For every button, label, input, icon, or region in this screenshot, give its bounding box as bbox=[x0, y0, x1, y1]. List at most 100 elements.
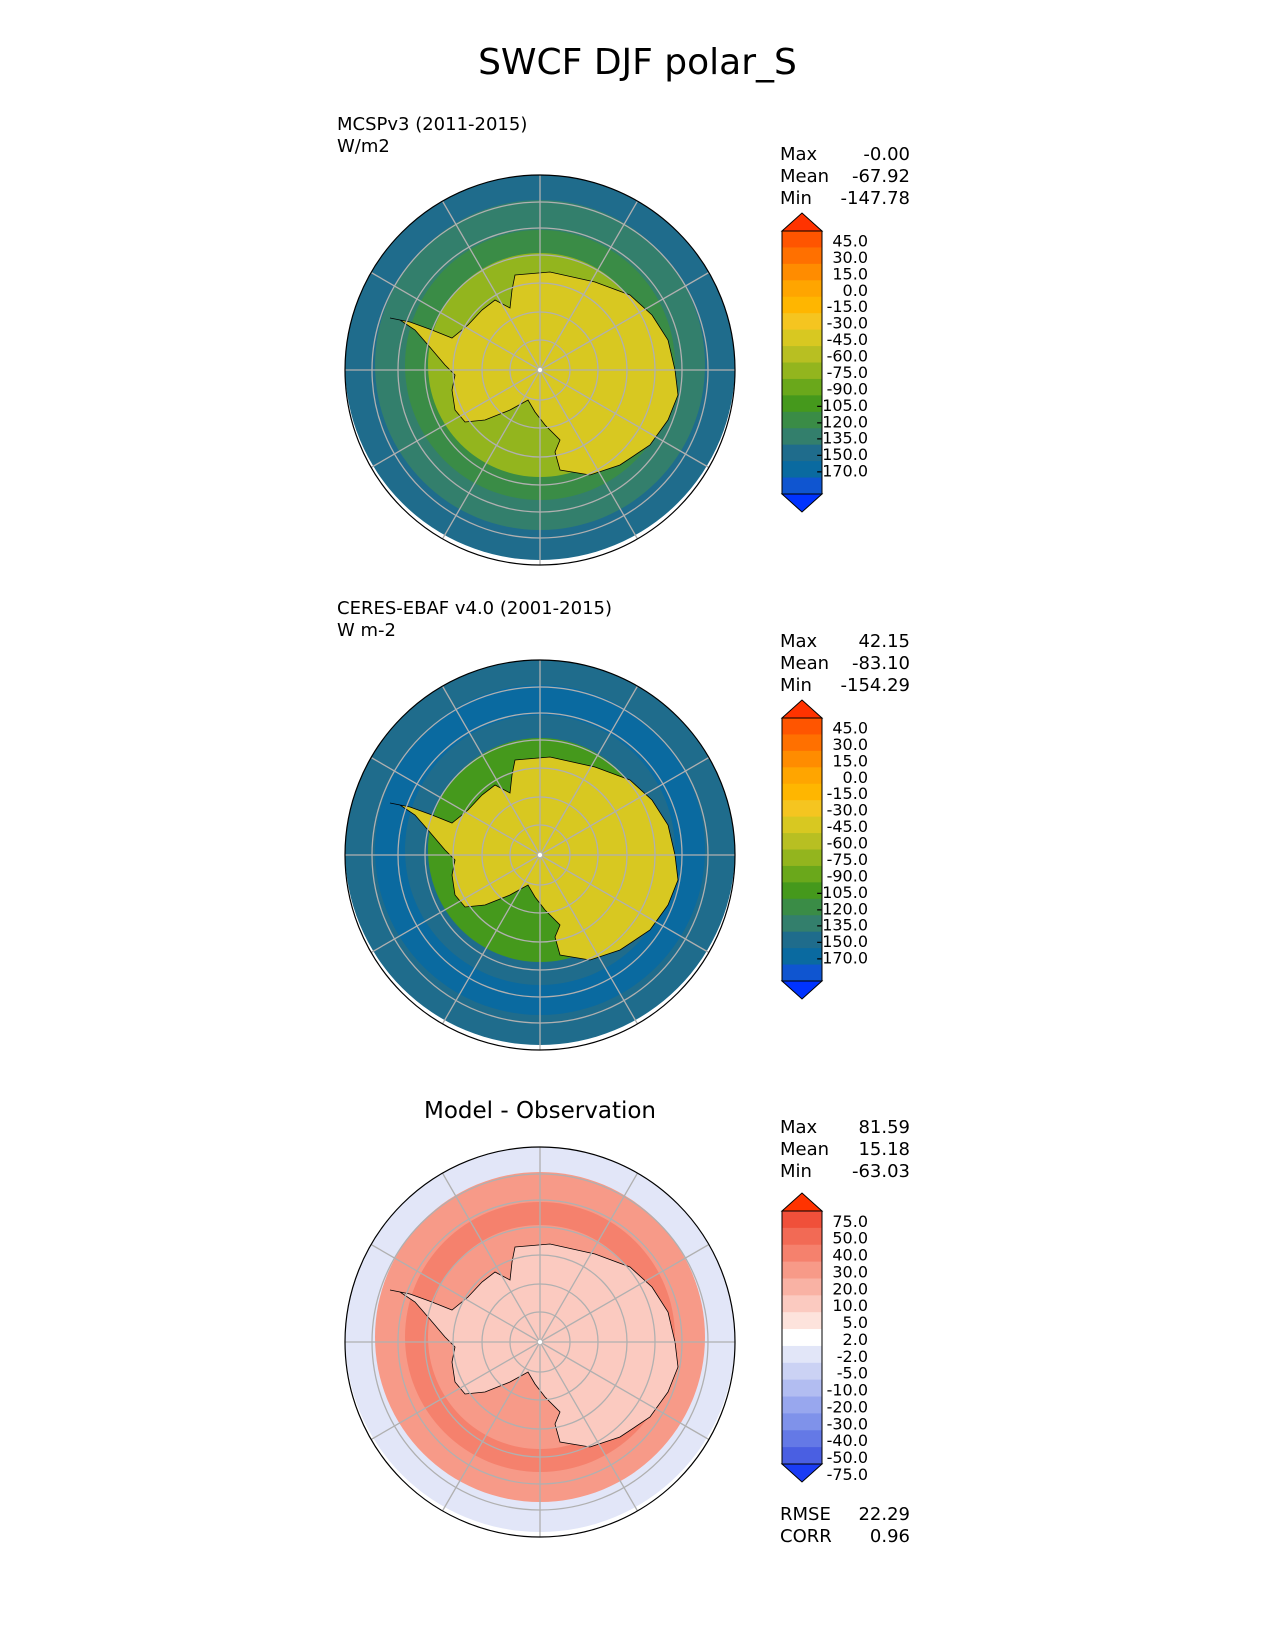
colorbar-segment bbox=[782, 800, 822, 818]
map-boundary bbox=[344, 174, 736, 566]
stat-label: Mean bbox=[780, 653, 830, 674]
pole-marker bbox=[537, 367, 543, 373]
colorbar-tick-label: 30.0 bbox=[832, 1262, 868, 1281]
colorbar-tick-label: -20.0 bbox=[827, 1397, 868, 1416]
colorbar-segment bbox=[782, 964, 822, 982]
colorbar-extend-max bbox=[780, 212, 824, 232]
colorbar-tick-label: 20.0 bbox=[832, 1279, 868, 1298]
colorbar-tick-label: -60.0 bbox=[827, 834, 868, 853]
colorbar-segment bbox=[782, 1211, 822, 1229]
colorbar-segment bbox=[782, 346, 822, 363]
colorbar-segment bbox=[782, 915, 822, 933]
graticule bbox=[345, 660, 735, 1050]
colorbar-segment bbox=[782, 783, 822, 801]
colorbar-tick-label: 10.0 bbox=[832, 1296, 868, 1315]
colorbar-tick-label: -2.0 bbox=[837, 1347, 868, 1366]
panel-3-metrics: RMSE 22.29 CORR 0.96 bbox=[780, 1504, 910, 1548]
colorbar-segment bbox=[782, 1227, 822, 1246]
colorbar-tick-label: -105.0 bbox=[816, 883, 868, 902]
colorbar-tick-label: 15.0 bbox=[832, 264, 868, 283]
colorbar-segment bbox=[782, 1396, 822, 1414]
colorbar-tick-label: -45.0 bbox=[827, 330, 868, 349]
colorbar-segment bbox=[782, 280, 822, 298]
colorbar-tick-label: -30.0 bbox=[827, 314, 868, 333]
panel-3-title: Model - Observation bbox=[423, 1098, 657, 1124]
panel-2-stats: Max 42.15 Mean -83.10 Min -154.29 bbox=[780, 631, 910, 697]
colorbar-tick-label: -45.0 bbox=[827, 817, 868, 836]
stat-label: Max bbox=[780, 144, 818, 165]
panel-3-stats: Max 81.59 Mean 15.18 Min -63.03 bbox=[780, 1117, 910, 1183]
colorbar-segment bbox=[782, 247, 822, 265]
colorbar-segment bbox=[782, 263, 822, 281]
colorbar-tick-label: -135.0 bbox=[816, 429, 868, 448]
colorbar-frame bbox=[781, 1210, 823, 1465]
stat-value: -0.00 bbox=[863, 144, 910, 165]
colorbar-segment bbox=[782, 1362, 822, 1381]
stat-label: Min bbox=[780, 675, 812, 696]
pole-marker bbox=[537, 1339, 543, 1345]
colorbar-segment bbox=[782, 444, 822, 462]
map-boundary bbox=[344, 1146, 736, 1538]
colorbar-extend-max bbox=[780, 699, 824, 719]
colorbar-tick-label: -75.0 bbox=[827, 850, 868, 869]
stat-value: 81.59 bbox=[858, 1117, 910, 1138]
colorbar-segment bbox=[782, 1413, 822, 1431]
colorbar-segment bbox=[782, 378, 822, 396]
stat-label: Min bbox=[780, 1161, 812, 1182]
colorbar-segment bbox=[782, 1430, 822, 1448]
panel-1-title-line1: MCSPv3 (2011-2015) bbox=[337, 114, 528, 135]
colorbar-segment bbox=[782, 1447, 822, 1465]
colorbar-tick-label: -30.0 bbox=[827, 1414, 868, 1433]
panel-2-title-line1: CERES-EBAF v4.0 (2001-2015) bbox=[337, 598, 613, 619]
metric-label: CORR bbox=[780, 1526, 832, 1547]
colorbar-segment bbox=[782, 865, 822, 883]
colorbar-frame bbox=[781, 230, 823, 495]
colorbar-segment bbox=[782, 1295, 822, 1313]
colorbar-tick-label: 30.0 bbox=[832, 735, 868, 754]
panel-1-map bbox=[344, 174, 736, 566]
colorbar-tick-label: -135.0 bbox=[816, 916, 868, 935]
panel-1-units: W/m2 bbox=[337, 136, 390, 157]
stat-value: 15.18 bbox=[858, 1139, 910, 1160]
stat-label: Min bbox=[780, 188, 812, 209]
colorbar-segment bbox=[782, 1329, 822, 1347]
colorbar-extend-min bbox=[780, 1463, 824, 1483]
colorbar-segment bbox=[782, 313, 822, 331]
colorbar-tick-label: -90.0 bbox=[827, 866, 868, 885]
colorbar-tick-label: -5.0 bbox=[837, 1364, 868, 1383]
colorbar-tick-label: 45.0 bbox=[832, 718, 868, 737]
colorbar-segment bbox=[782, 849, 822, 867]
stat-value: 42.15 bbox=[858, 631, 910, 652]
colorbar-segment bbox=[782, 1261, 822, 1279]
colorbar-tick-label: -15.0 bbox=[827, 784, 868, 803]
stat-value: -154.29 bbox=[840, 675, 910, 696]
panel-3-map bbox=[344, 1146, 736, 1538]
colorbar-segment bbox=[782, 931, 822, 949]
colorbar-tick-label: -150.0 bbox=[816, 932, 868, 951]
colorbar-segment bbox=[782, 816, 822, 834]
colorbar-tick-label: 0.0 bbox=[843, 281, 868, 300]
colorbar-segment bbox=[782, 833, 822, 850]
metric-value: 22.29 bbox=[858, 1504, 910, 1525]
colorbar-tick-label: -170.0 bbox=[816, 462, 868, 481]
colorbar-tick-label: -75.0 bbox=[827, 363, 868, 382]
colorbar-segment bbox=[782, 1244, 822, 1263]
panel-2-units: W m-2 bbox=[337, 620, 397, 641]
colorbar-tick-label: -75.0 bbox=[827, 1465, 868, 1484]
colorbar-tick-label: -120.0 bbox=[816, 412, 868, 431]
colorbar-tick-label: -105.0 bbox=[816, 396, 868, 415]
colorbar-tick-label: 40.0 bbox=[832, 1246, 868, 1265]
colorbar-tick-label: -30.0 bbox=[827, 801, 868, 820]
graticule bbox=[345, 1147, 735, 1537]
stat-value: -63.03 bbox=[851, 1161, 910, 1182]
stat-value: -67.92 bbox=[851, 166, 910, 187]
panel-1-title: MCSPv3 (2011-2015) W/m2 bbox=[337, 114, 527, 158]
colorbar-tick-label: 15.0 bbox=[832, 751, 868, 770]
metric-label: RMSE bbox=[780, 1504, 831, 1525]
colorbar-tick-label: -150.0 bbox=[816, 445, 868, 464]
figure-title: SWCF DJF polar_S bbox=[478, 42, 797, 83]
colorbar-segment bbox=[782, 329, 822, 347]
colorbar-segment bbox=[782, 750, 822, 768]
colorbar-segment bbox=[782, 477, 822, 495]
colorbar-segment bbox=[782, 734, 822, 752]
